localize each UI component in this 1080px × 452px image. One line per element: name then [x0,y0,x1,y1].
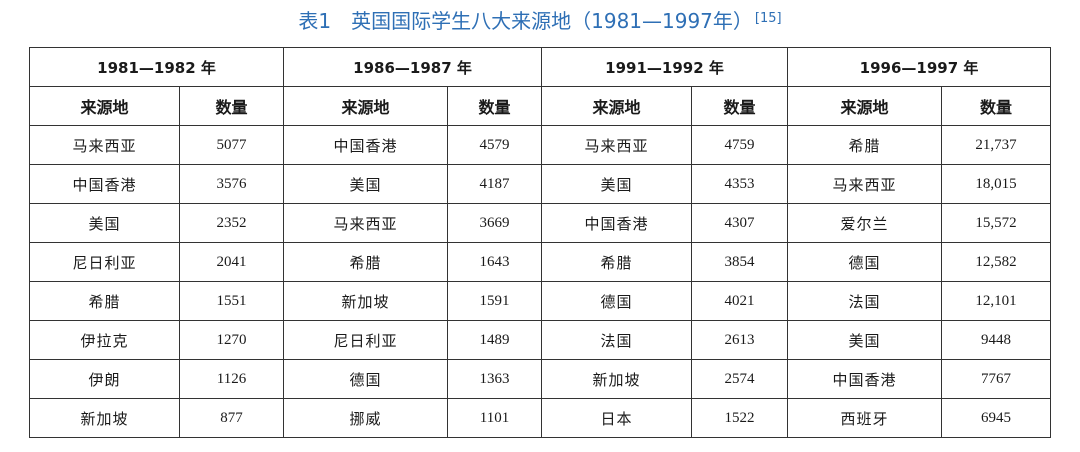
count-cell: 21,737 [941,125,1051,165]
count-cell: 1489 [447,320,542,360]
table-body: 马来西亚 5077 中国香港 4579 马来西亚 4759 希腊 21,737 … [29,125,1051,438]
count-cell: 7767 [941,359,1051,399]
source-cell: 马来西亚 [787,164,942,204]
column-header-count: 数量 [691,86,788,126]
count-cell: 4579 [447,125,542,165]
period-header-row: 1981—1982 年 1986—1987 年 1991—1992 年 1996… [29,47,1051,87]
source-cell: 美国 [283,164,448,204]
citation-ref: [15] [754,11,782,26]
source-cell: 伊拉克 [29,320,180,360]
table-row: 中国香港 3576 美国 4187 美国 4353 马来西亚 18,015 [29,164,1051,204]
count-cell: 12,101 [941,281,1051,321]
source-cell: 法国 [787,281,942,321]
column-header-source: 来源地 [787,86,942,126]
source-cell: 尼日利亚 [283,320,448,360]
source-cell: 美国 [541,164,692,204]
count-cell: 877 [179,398,284,438]
count-cell: 1101 [447,398,542,438]
source-cell: 法国 [541,320,692,360]
column-header-count: 数量 [447,86,542,126]
count-cell: 6945 [941,398,1051,438]
count-cell: 1126 [179,359,284,399]
table-row: 美国 2352 马来西亚 3669 中国香港 4307 爱尔兰 15,572 [29,203,1051,243]
source-cell: 希腊 [541,242,692,282]
period-header: 1986—1987 年 [283,47,542,87]
count-cell: 4759 [691,125,788,165]
table-title-text: 表1 英国国际学生八大来源地（1981—1997年） [298,9,753,33]
count-cell: 2613 [691,320,788,360]
source-cell: 伊朗 [29,359,180,399]
period-header: 1996—1997 年 [787,47,1051,87]
count-cell: 2352 [179,203,284,243]
count-cell: 5077 [179,125,284,165]
count-cell: 2574 [691,359,788,399]
table-row: 尼日利亚 2041 希腊 1643 希腊 3854 德国 12,582 [29,242,1051,282]
table-row: 伊拉克 1270 尼日利亚 1489 法国 2613 美国 9448 [29,320,1051,360]
table-row: 新加坡 877 挪威 1101 日本 1522 西班牙 6945 [29,398,1051,438]
column-header-count: 数量 [179,86,284,126]
source-cell: 希腊 [283,242,448,282]
source-cell: 中国香港 [283,125,448,165]
column-header-source: 来源地 [29,86,180,126]
count-cell: 1270 [179,320,284,360]
count-cell: 1591 [447,281,542,321]
count-cell: 1363 [447,359,542,399]
count-cell: 1522 [691,398,788,438]
source-cell: 美国 [787,320,942,360]
count-cell: 4187 [447,164,542,204]
source-countries-table: 1981—1982 年 1986—1987 年 1991—1992 年 1996… [29,47,1051,438]
source-cell: 德国 [787,242,942,282]
source-cell: 中国香港 [787,359,942,399]
table-row: 希腊 1551 新加坡 1591 德国 4021 法国 12,101 [29,281,1051,321]
period-header: 1991—1992 年 [541,47,788,87]
count-cell: 3669 [447,203,542,243]
count-cell: 15,572 [941,203,1051,243]
count-cell: 1551 [179,281,284,321]
column-header-source: 来源地 [283,86,448,126]
source-cell: 挪威 [283,398,448,438]
source-cell: 尼日利亚 [29,242,180,282]
column-header-source: 来源地 [541,86,692,126]
source-cell: 新加坡 [29,398,180,438]
count-cell: 4353 [691,164,788,204]
table-title: 表1 英国国际学生八大来源地（1981—1997年） [15] [0,6,1080,36]
count-cell: 18,015 [941,164,1051,204]
period-header: 1981—1982 年 [29,47,284,87]
source-cell: 美国 [29,203,180,243]
column-header-count: 数量 [941,86,1051,126]
source-cell: 爱尔兰 [787,203,942,243]
source-cell: 新加坡 [541,359,692,399]
source-cell: 西班牙 [787,398,942,438]
source-cell: 德国 [283,359,448,399]
source-cell: 德国 [541,281,692,321]
source-cell: 新加坡 [283,281,448,321]
source-cell: 马来西亚 [541,125,692,165]
table-row: 伊朗 1126 德国 1363 新加坡 2574 中国香港 7767 [29,359,1051,399]
count-cell: 2041 [179,242,284,282]
table-row: 马来西亚 5077 中国香港 4579 马来西亚 4759 希腊 21,737 [29,125,1051,165]
source-cell: 马来西亚 [283,203,448,243]
column-header-row: 来源地 数量 来源地 数量 来源地 数量 来源地 数量 [29,86,1051,126]
source-cell: 中国香港 [541,203,692,243]
count-cell: 9448 [941,320,1051,360]
count-cell: 1643 [447,242,542,282]
source-cell: 中国香港 [29,164,180,204]
source-cell: 日本 [541,398,692,438]
source-cell: 希腊 [29,281,180,321]
source-cell: 希腊 [787,125,942,165]
count-cell: 4307 [691,203,788,243]
count-cell: 3576 [179,164,284,204]
count-cell: 3854 [691,242,788,282]
source-cell: 马来西亚 [29,125,180,165]
count-cell: 4021 [691,281,788,321]
count-cell: 12,582 [941,242,1051,282]
